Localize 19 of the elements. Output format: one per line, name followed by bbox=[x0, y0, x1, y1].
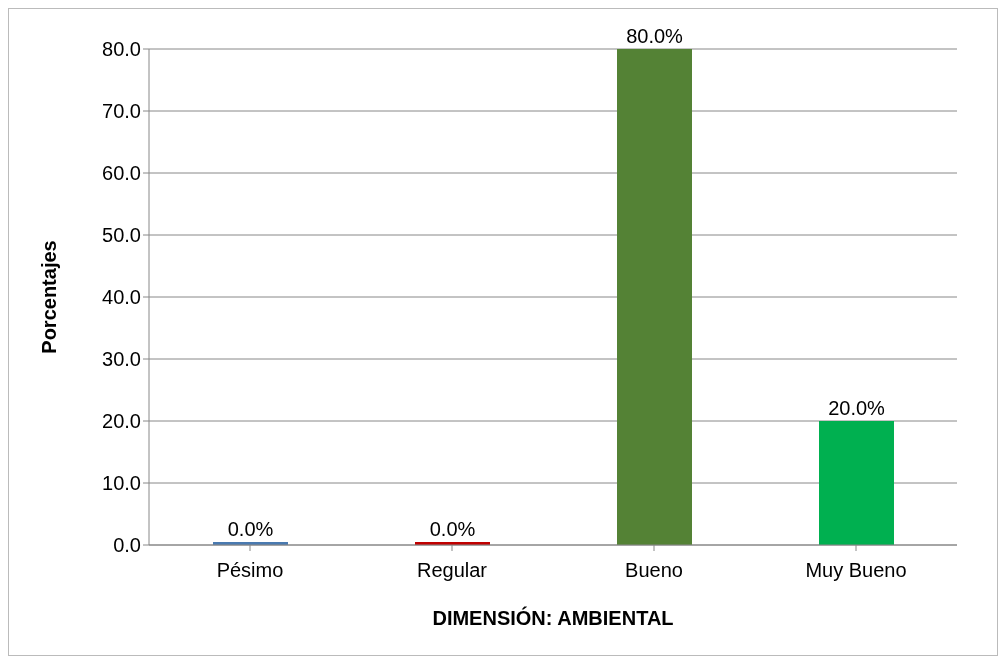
y-tick-label: 10.0 bbox=[102, 472, 141, 495]
y-axis-title: Porcentajes bbox=[38, 240, 61, 354]
y-tick-label: 0.0 bbox=[113, 534, 141, 557]
data-label: 0.0% bbox=[227, 518, 274, 540]
x-tick-label: Regular bbox=[416, 559, 488, 582]
x-tick-label: Muy Bueno bbox=[805, 559, 907, 582]
x-tick-label: Bueno bbox=[625, 559, 683, 582]
x-axis-title: DIMENSIÓN: AMBIENTAL bbox=[432, 606, 674, 629]
data-label: 80.0% bbox=[626, 25, 684, 47]
y-tick-label: 80.0 bbox=[102, 38, 141, 61]
y-tick-label: 40.0 bbox=[102, 286, 141, 309]
y-tick-label: 60.0 bbox=[102, 162, 141, 185]
y-tick-label: 50.0 bbox=[102, 224, 141, 247]
y-tick-label: 70.0 bbox=[102, 100, 141, 123]
y-tick-label: 20.0 bbox=[102, 410, 141, 433]
data-label: 0.0% bbox=[429, 518, 476, 540]
x-tick-label: Pésimo bbox=[216, 559, 284, 582]
data-label: 20.0% bbox=[828, 397, 886, 419]
y-tick-label: 30.0 bbox=[102, 348, 141, 371]
